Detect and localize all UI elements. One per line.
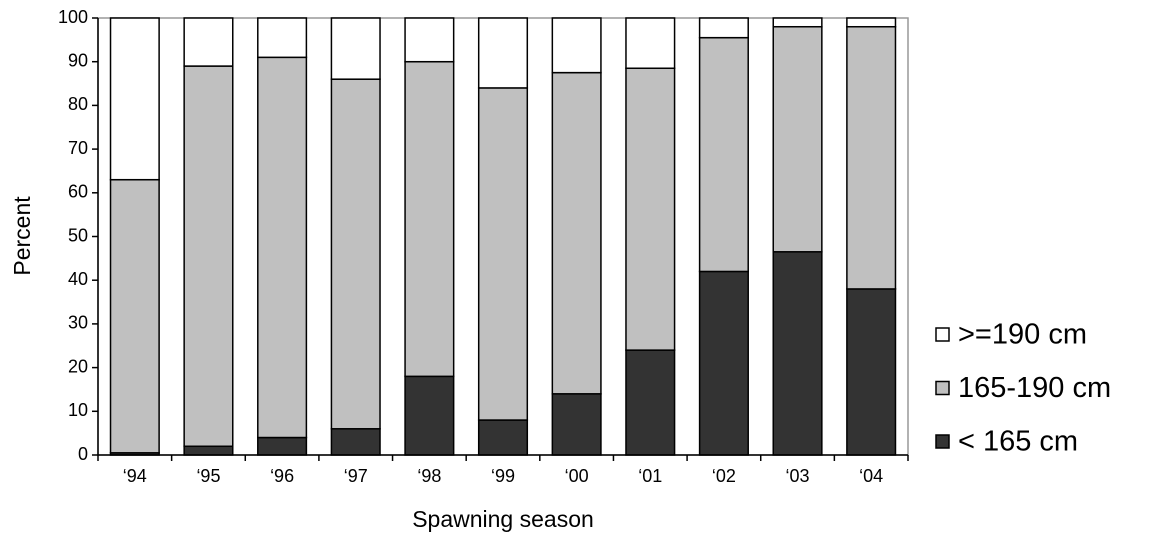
x-tick-label: ‘03: [786, 466, 810, 486]
y-tick-label: 20: [68, 356, 88, 376]
bar-segment: [625, 349, 676, 456]
bar-segment: [625, 17, 676, 70]
x-tick-label: ‘01: [638, 466, 662, 486]
bar-segment: [109, 17, 160, 181]
y-tick-label: 0: [78, 444, 88, 464]
bar-segment: [772, 251, 823, 456]
y-tick-label: 50: [68, 225, 88, 245]
bar-segment: [477, 87, 529, 421]
bar-segment: [183, 17, 234, 67]
x-axis-title: Spawning season: [412, 506, 594, 532]
bar-segment: [551, 71, 602, 395]
x-tick-label: ‘04: [859, 466, 883, 486]
bar-segment: [477, 17, 529, 89]
bar-segment: [183, 65, 234, 448]
legend-label: >=190 cm: [958, 319, 1087, 351]
y-axis-title: Percent: [9, 196, 35, 276]
bar-segment: [846, 25, 897, 290]
bar-segment: [330, 17, 381, 80]
bar-segment: [257, 17, 308, 59]
y-tick-label: 60: [68, 182, 88, 202]
x-tick-label: ‘99: [491, 466, 515, 486]
bar-segment: [846, 288, 897, 456]
legend-swatch: [935, 380, 950, 396]
bar-segment: [698, 17, 749, 39]
x-tick-label: ‘02: [712, 466, 736, 486]
bar-segment: [109, 178, 160, 454]
legend-swatch: [935, 434, 950, 449]
bar-segment: [772, 17, 823, 28]
y-tick-label: 30: [68, 313, 88, 333]
bar-segment: [551, 393, 602, 456]
y-tick-label: 40: [68, 269, 88, 289]
bar-segment: [183, 445, 234, 456]
x-tick-label: ‘97: [344, 466, 368, 486]
legend-label: < 165 cm: [958, 426, 1078, 458]
bar-segment: [772, 25, 823, 253]
bar-segment: [698, 270, 749, 456]
bar-segment: [477, 419, 529, 456]
x-tick-label: ‘00: [565, 466, 589, 486]
bar-segment: [551, 17, 602, 74]
bar-segment: [330, 78, 381, 430]
legend-label: 165-190 cm: [958, 372, 1111, 404]
bar-segment: [625, 67, 676, 351]
bar-segment: [698, 36, 749, 273]
bar-segment: [404, 375, 455, 456]
bar-segment: [404, 17, 455, 63]
bar-segment: [257, 56, 308, 439]
y-tick-label: 80: [68, 94, 88, 114]
bar-segment: [846, 17, 897, 28]
x-tick-label: ‘98: [417, 466, 441, 486]
y-tick-label: 90: [68, 50, 88, 70]
bar-segment: [330, 428, 381, 456]
x-tick-label: ‘94: [123, 466, 147, 486]
bar-segment: [404, 60, 455, 378]
bar-segment: [257, 436, 308, 456]
y-tick-label: 100: [58, 7, 88, 27]
x-tick-label: ‘96: [270, 466, 294, 486]
legend-swatch: [935, 327, 950, 342]
y-tick-label: 70: [68, 138, 88, 158]
x-tick-label: ‘95: [196, 466, 220, 486]
y-tick-label: 10: [68, 400, 88, 420]
